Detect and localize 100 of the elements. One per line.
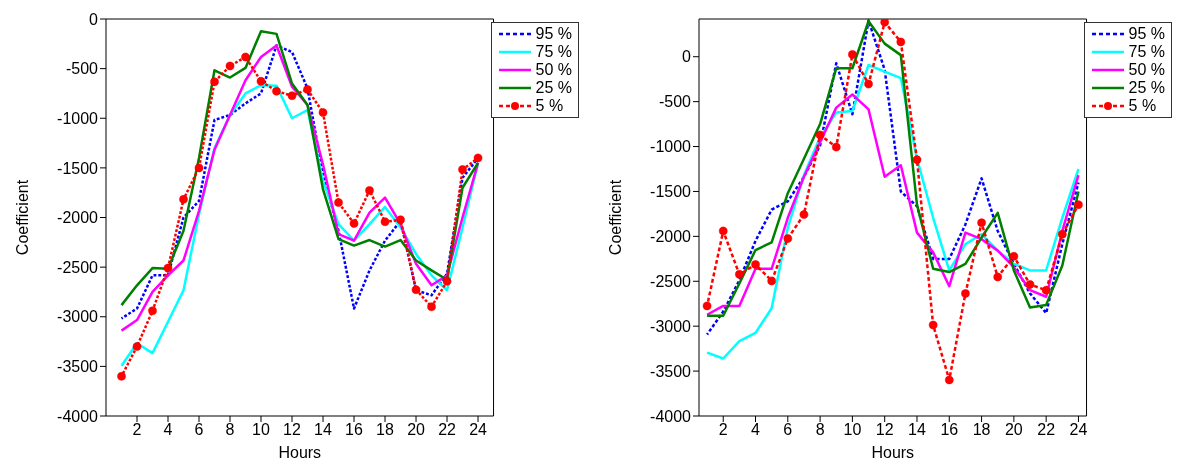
x-tick-label: 24 <box>1069 421 1088 439</box>
point <box>473 153 483 163</box>
point <box>334 198 344 208</box>
point <box>977 218 987 228</box>
x-tick-label: 2 <box>718 421 728 439</box>
y-tick-label: -4000 <box>57 407 99 425</box>
point <box>442 276 452 286</box>
point <box>960 288 970 298</box>
point <box>831 142 841 152</box>
point <box>117 371 126 381</box>
point <box>928 320 938 330</box>
x-tick-label: 14 <box>908 421 926 439</box>
point <box>303 84 313 94</box>
y-tick-label: -3500 <box>650 362 692 380</box>
x-tick-label: 10 <box>252 421 271 439</box>
point <box>427 302 437 312</box>
x-tick-label: 22 <box>1037 421 1056 439</box>
point <box>880 19 890 27</box>
legend-label: 5 % <box>535 97 564 115</box>
point <box>847 49 857 59</box>
legend-label: 5 % <box>1128 97 1157 115</box>
point <box>1073 200 1083 210</box>
point <box>1041 285 1051 295</box>
x-tick-label: 16 <box>940 421 959 439</box>
point <box>751 259 761 269</box>
legend-label: 50 % <box>535 61 572 79</box>
y-axis-title: Coefficient <box>13 179 31 256</box>
point <box>225 61 235 71</box>
line-series <box>705 93 1080 317</box>
point <box>194 163 204 173</box>
point <box>1009 251 1019 261</box>
x-tick-label: 10 <box>843 421 862 439</box>
point <box>210 77 220 87</box>
x-tick-label: 6 <box>783 421 793 439</box>
y-tick-label: -2000 <box>650 228 692 246</box>
point <box>1025 280 1035 290</box>
y-tick-label: -500 <box>658 93 692 111</box>
y-tick-label: -4000 <box>650 407 692 425</box>
y-tick-label: -3500 <box>57 358 99 376</box>
legend-label: 95 % <box>1128 25 1165 43</box>
x-tick-label: 20 <box>407 421 426 439</box>
point <box>783 234 793 244</box>
x-axis-title: Hours <box>871 444 915 461</box>
x-tick-label: 4 <box>751 421 761 439</box>
y-tick-label: 0 <box>682 48 692 66</box>
point <box>179 194 189 204</box>
x-tick-label: 22 <box>438 421 457 439</box>
x-axis-title: Hours <box>278 444 322 461</box>
y-tick-label: -500 <box>65 60 99 78</box>
x-tick-label: 8 <box>225 421 235 439</box>
point <box>365 185 375 195</box>
y-tick-label: -1500 <box>57 159 99 177</box>
point <box>799 210 809 220</box>
x-tick-label: 4 <box>163 421 173 439</box>
x-tick-label: 6 <box>194 421 204 439</box>
point <box>1057 229 1067 239</box>
y-tick-label: 0 <box>89 10 99 28</box>
y-tick-label: -2500 <box>57 258 99 276</box>
x-tick-label: 18 <box>972 421 991 439</box>
point <box>256 76 266 86</box>
legend-label: 75 % <box>1128 43 1165 61</box>
point <box>767 276 777 286</box>
point <box>132 342 142 352</box>
point <box>163 263 173 273</box>
x-tick-label: 24 <box>469 421 488 439</box>
point <box>411 285 421 295</box>
x-tick-label: 18 <box>376 421 395 439</box>
y-tick-label: -2500 <box>650 272 692 290</box>
x-tick-label: 14 <box>314 421 333 439</box>
legend-label: 95 % <box>535 25 572 43</box>
point <box>815 130 825 140</box>
point <box>718 226 728 236</box>
point <box>944 375 954 385</box>
point <box>912 155 922 165</box>
point <box>287 91 297 101</box>
point <box>272 86 282 96</box>
legend-label: 75 % <box>535 43 572 61</box>
x-tick-label: 20 <box>1004 421 1023 439</box>
legend-label: 25 % <box>535 79 572 97</box>
x-tick-label: 8 <box>815 421 825 439</box>
legend-label: 50 % <box>1128 61 1165 79</box>
y-axis-title: Coefficient <box>606 179 624 256</box>
y-tick-label: -1500 <box>650 183 692 201</box>
x-tick-label: 12 <box>875 421 894 439</box>
point <box>864 79 874 89</box>
x-tick-label: 12 <box>283 421 302 439</box>
point <box>349 218 359 228</box>
x-tick-label: 16 <box>345 421 364 439</box>
y-tick-label: -2000 <box>57 209 99 227</box>
point <box>148 306 157 316</box>
point <box>896 37 906 47</box>
point <box>734 269 744 279</box>
point <box>396 215 406 225</box>
point <box>993 272 1003 282</box>
point <box>241 52 251 62</box>
point <box>318 108 328 118</box>
legend-label: 25 % <box>1128 79 1165 97</box>
y-tick-label: -3000 <box>57 308 99 326</box>
y-tick-label: -1000 <box>650 138 692 156</box>
y-tick-label: -1000 <box>57 109 99 127</box>
